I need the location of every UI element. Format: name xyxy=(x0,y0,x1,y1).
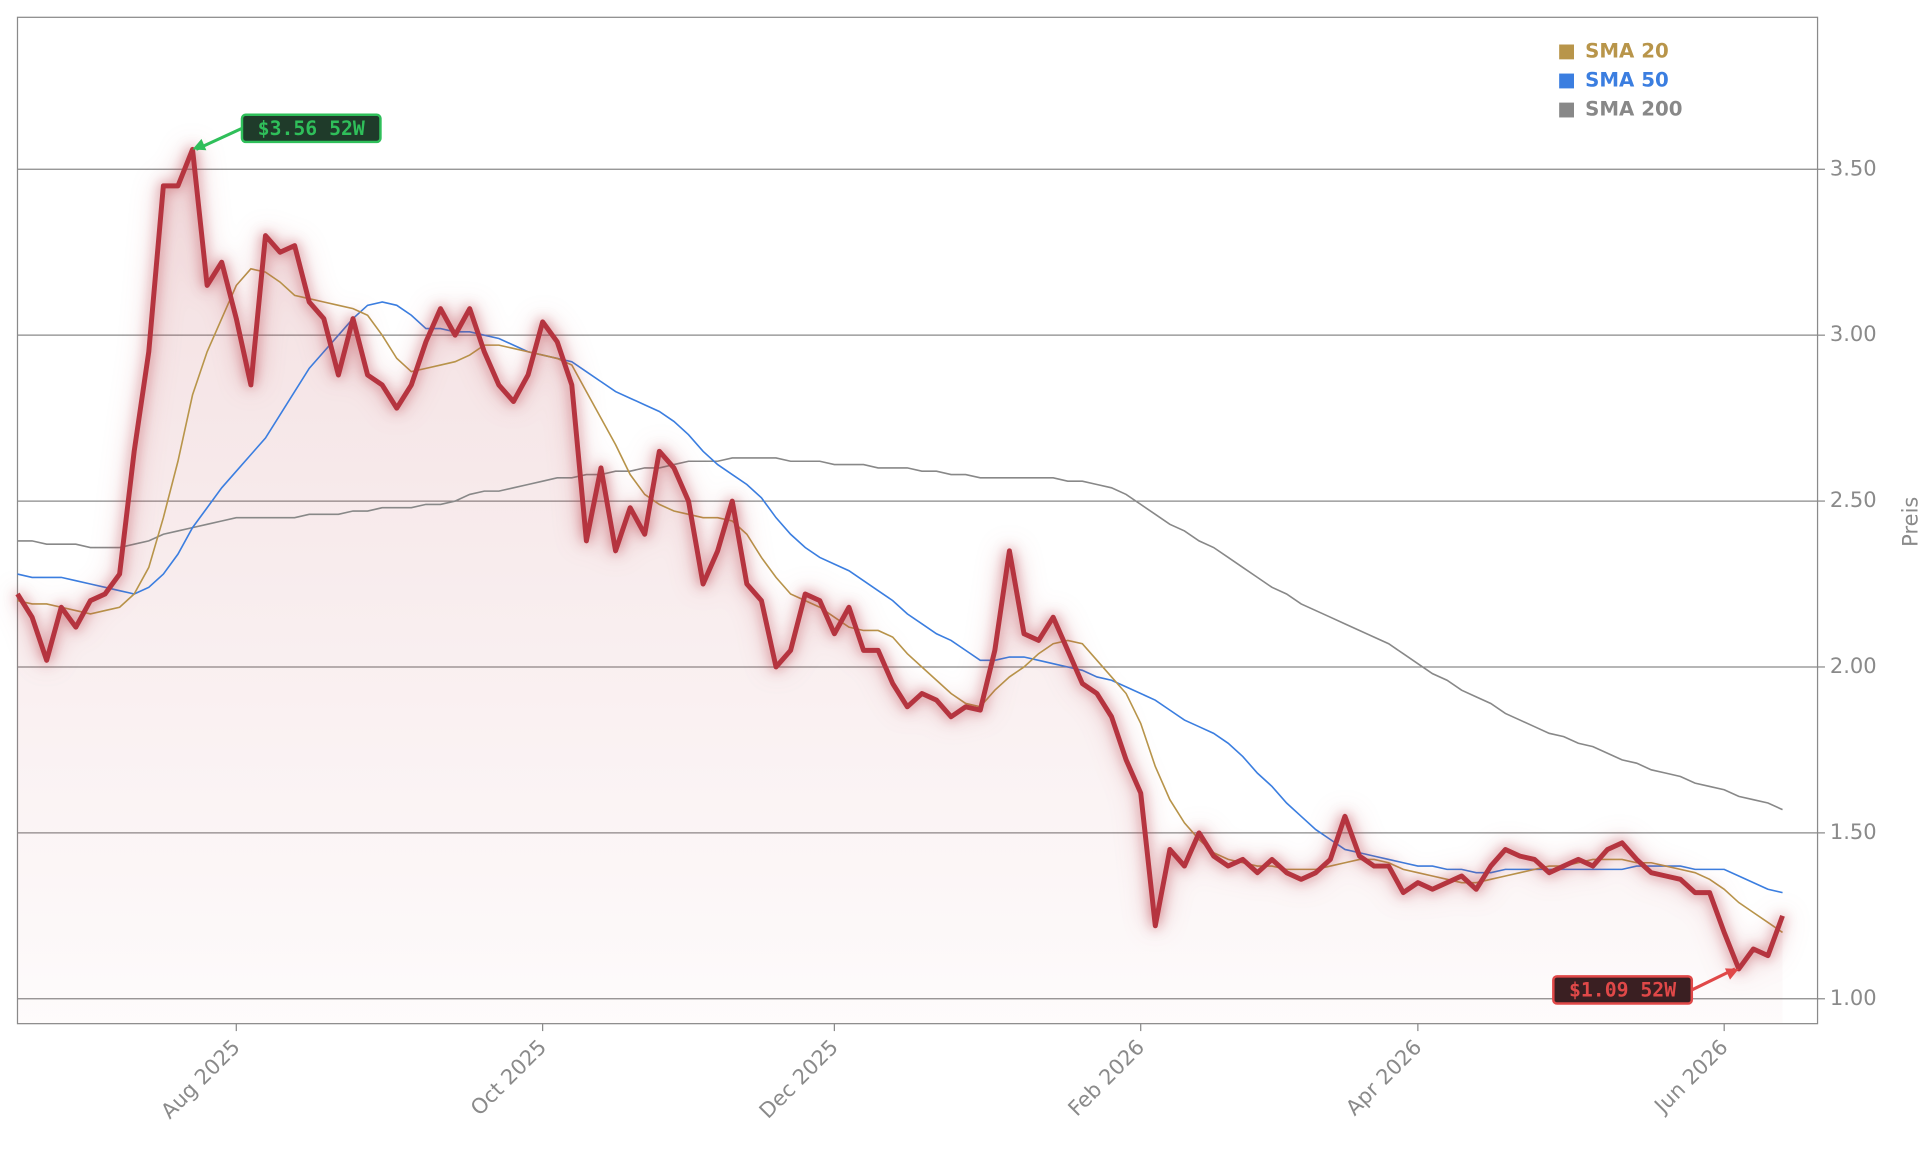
annotation-arrowhead xyxy=(1724,968,1739,980)
sma-line xyxy=(17,457,1783,811)
annotation-box xyxy=(240,113,382,144)
annotation-label: $3.56 52W xyxy=(258,117,365,140)
price-line xyxy=(15,146,1785,972)
y-tick-label: 3.00 xyxy=(1830,321,1877,346)
legend-swatch xyxy=(1559,44,1574,60)
annotation-box xyxy=(1552,975,1694,1005)
x-tick-label: Feb 2026 xyxy=(1063,1034,1149,1120)
x-tick-label: Oct 2025 xyxy=(465,1034,551,1120)
x-tick-label: Aug 2025 xyxy=(156,1034,245,1123)
legend-swatch xyxy=(1559,73,1574,89)
legend-label: SMA 20 xyxy=(1585,39,1669,62)
legend-swatch xyxy=(1559,102,1574,118)
legend-label: SMA 50 xyxy=(1585,68,1669,91)
x-tick-label: Apr 2026 xyxy=(1340,1034,1426,1120)
price-area xyxy=(17,149,1783,1024)
y-tick-label: 2.00 xyxy=(1830,653,1877,678)
y-tick-label: 2.50 xyxy=(1830,487,1877,512)
y-tick-label: 3.50 xyxy=(1830,155,1877,180)
x-tick-label: Dec 2025 xyxy=(754,1034,843,1123)
annotation-label: $1.09 52W xyxy=(1569,979,1676,1002)
y-axis-label: Preis xyxy=(1898,497,1923,547)
y-tick-label: 1.00 xyxy=(1830,985,1877,1010)
legend-label: SMA 200 xyxy=(1585,98,1682,121)
annotation-arrowhead xyxy=(192,138,207,151)
x-tick-label: Jun 2026 xyxy=(1648,1034,1733,1119)
y-tick-label: 1.50 xyxy=(1830,819,1877,844)
sma-line xyxy=(17,267,1783,934)
